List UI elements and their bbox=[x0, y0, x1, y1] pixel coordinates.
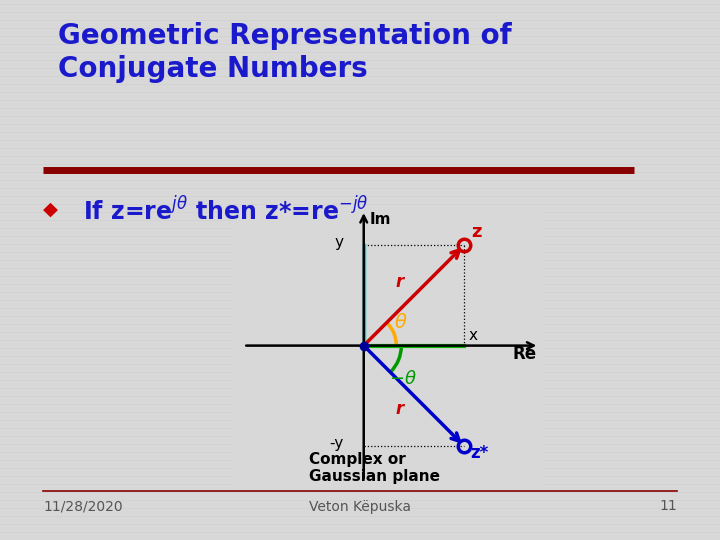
Text: -y: -y bbox=[330, 436, 343, 451]
Text: z*: z* bbox=[470, 444, 488, 462]
Text: If z=re$^{j\theta}$ then z*=re$^{-j\theta}$: If z=re$^{j\theta}$ then z*=re$^{-j\thet… bbox=[83, 197, 369, 226]
Text: Veton Këpuska: Veton Këpuska bbox=[309, 500, 411, 514]
Text: ◆: ◆ bbox=[43, 200, 58, 219]
Text: Complex or
Gaussian plane: Complex or Gaussian plane bbox=[309, 451, 440, 484]
Text: Geometric Representation of
Conjugate Numbers: Geometric Representation of Conjugate Nu… bbox=[58, 22, 511, 83]
Text: r: r bbox=[396, 273, 404, 292]
Text: 11/28/2020: 11/28/2020 bbox=[43, 500, 123, 514]
Text: Re: Re bbox=[512, 345, 536, 363]
Text: y: y bbox=[335, 235, 343, 251]
Text: $-\theta$: $-\theta$ bbox=[389, 370, 417, 388]
Text: $\theta$: $\theta$ bbox=[394, 313, 408, 332]
Text: 11: 11 bbox=[659, 500, 677, 514]
Text: Im: Im bbox=[370, 212, 391, 227]
Text: x: x bbox=[469, 328, 478, 342]
Text: r: r bbox=[396, 400, 404, 418]
Text: z: z bbox=[471, 224, 482, 241]
